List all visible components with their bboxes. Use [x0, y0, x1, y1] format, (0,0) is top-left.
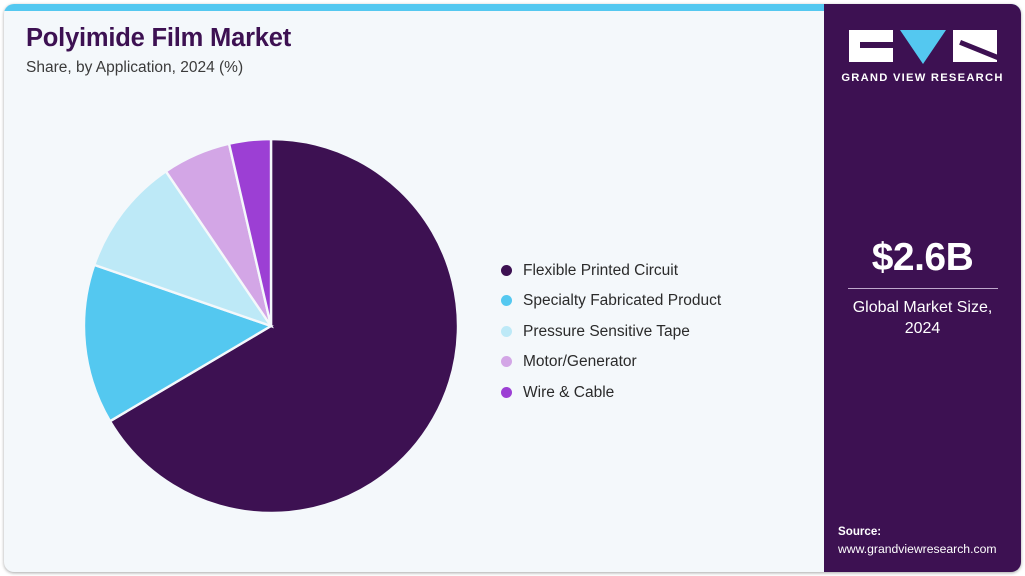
top-accent-bar [4, 4, 1021, 11]
legend-swatch-icon [501, 264, 512, 276]
legend-swatch-icon [501, 386, 512, 398]
legend-item-label: Flexible Printed Circuit [523, 261, 679, 279]
source-url[interactable]: www.grandviewresearch.com [838, 541, 997, 556]
pie-slice [108, 137, 460, 515]
legend-item[interactable]: Motor/Generator [501, 347, 801, 378]
legend-swatch-icon [501, 356, 512, 368]
pie-slice [227, 137, 273, 327]
logo-triangle-v-icon [899, 30, 946, 64]
legend-item-label: Motor/Generator [523, 353, 637, 370]
page-subtitle: Share, by Application, 2024 (%) [26, 59, 244, 77]
stat-value: $2.6B [871, 236, 974, 279]
pie-slice [92, 169, 275, 329]
page-title: Polyimide Film Market [26, 24, 292, 52]
source-label: Source: [838, 525, 882, 539]
legend-item-label: Pressure Sensitive Tape [523, 322, 690, 340]
pie-chart-svg [82, 137, 460, 515]
logo-letter-r-icon [952, 30, 997, 62]
pie-slice [82, 263, 274, 423]
chart-legend: Flexible Printed Circuit Specialty Fabric… [501, 255, 801, 408]
legend-swatch-icon [501, 325, 512, 337]
legend-item[interactable]: Wire & Cable [501, 377, 801, 408]
brand-name: GRAND VIEW RESEARCH [841, 72, 1004, 84]
brand-logo: GRAND VIEW RESEARCH [824, 30, 1021, 84]
legend-swatch-icon [501, 295, 512, 307]
chart-card: Polyimide Film Market Share, by Applicat… [4, 4, 1021, 572]
legend-item-label: Wire & Cable [523, 383, 615, 401]
source-block: Source: www.grandviewresearch.com [838, 524, 1018, 558]
pie-chart [81, 136, 461, 516]
logo-marks [824, 30, 1021, 64]
legend-item[interactable]: Flexible Printed Circuit [501, 255, 801, 286]
chart-header: Polyimide Film Market Share, by Applicat… [26, 24, 626, 78]
legend-item[interactable]: Specialty Fabricated Product [501, 286, 801, 317]
stat-caption: Global Market Size, 2024 [852, 298, 993, 338]
legend-item-label: Specialty Fabricated Product [523, 292, 722, 309]
legend-item[interactable]: Pressure Sensitive Tape [501, 316, 801, 347]
stat-divider [847, 287, 998, 289]
side-panel: GRAND VIEW RESEARCH $2.6B Global Market … [824, 4, 1021, 572]
market-size-stat: $2.6B Global Market Size, 2024 [824, 236, 1021, 339]
logo-letter-g-icon [848, 30, 893, 62]
